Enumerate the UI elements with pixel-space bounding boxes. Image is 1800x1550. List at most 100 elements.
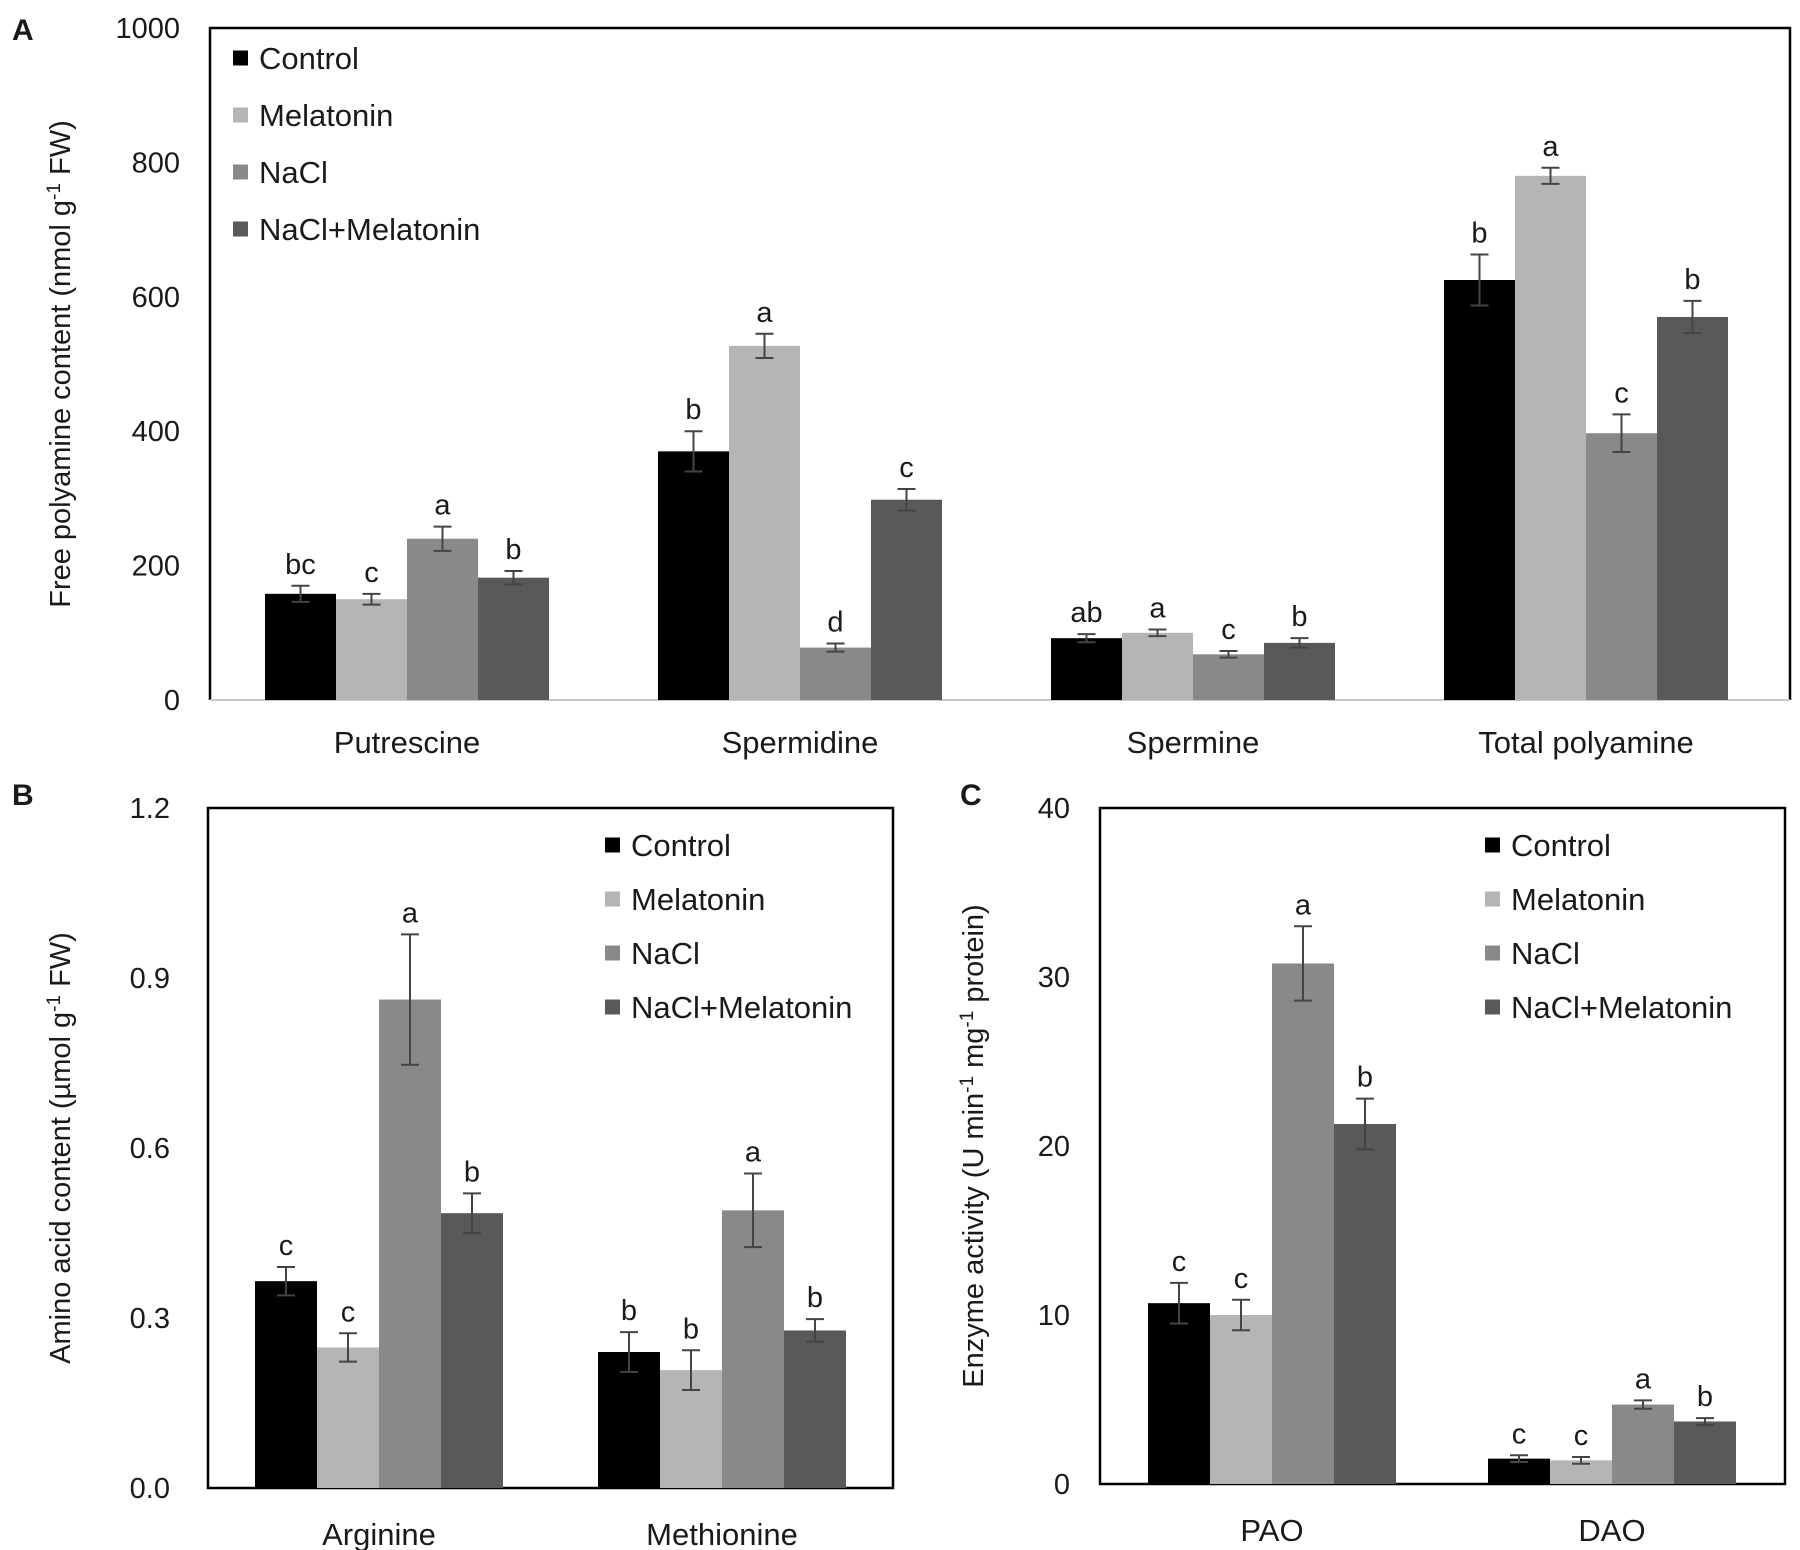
y-tick-label: 0.3: [130, 1303, 170, 1335]
significance-label: b: [1471, 217, 1487, 249]
bar-nacl-melatonin: [1264, 642, 1335, 700]
legend-label: NaCl: [631, 936, 700, 971]
bar-nacl: [722, 1210, 784, 1488]
legend-label: Control: [1511, 828, 1611, 863]
significance-label: b: [1684, 264, 1700, 296]
significance-label: c: [1614, 377, 1629, 409]
panel-letter: B: [12, 779, 34, 812]
significance-label: b: [807, 1282, 823, 1314]
significance-label: c: [1221, 614, 1236, 646]
bar-nacl-melatonin: [441, 1213, 503, 1488]
legend-label: NaCl+Melatonin: [1511, 990, 1732, 1025]
bar-melatonin: [1210, 1315, 1272, 1484]
bar-melatonin: [1515, 175, 1586, 701]
significance-label: a: [745, 1137, 762, 1169]
bar-nacl: [1193, 654, 1264, 700]
legend-swatch: [233, 107, 248, 123]
y-axis-label: Free polyamine content (nmol g-1 FW): [44, 120, 78, 608]
legend-label: NaCl: [259, 155, 328, 190]
y-tick-label: 0: [1054, 1469, 1070, 1501]
bar-nacl-melatonin: [478, 577, 549, 700]
bar-melatonin: [1550, 1460, 1612, 1484]
bar-control: [265, 593, 336, 700]
panel-b: B 0.0 0.3 0.6 0.9 1.2 Amino acid content (µmol…: [12, 779, 895, 1550]
legend: Control Melatonin NaCl NaCl+Melatonin: [233, 41, 480, 247]
significance-label: c: [1512, 1418, 1527, 1450]
legend: Control Melatonin NaCl NaCl+Melatonin: [1485, 828, 1732, 1025]
significance-label: b: [505, 534, 521, 566]
significance-label: a: [1542, 131, 1559, 163]
legend-label: Melatonin: [631, 882, 765, 917]
legend-swatch: [1485, 837, 1500, 853]
bar-control: [658, 451, 729, 700]
category-label: Putrescine: [334, 725, 480, 760]
category-label: Methionine: [646, 1517, 798, 1550]
significance-label: a: [1149, 592, 1166, 624]
legend-swatch: [233, 50, 248, 66]
legend-swatch: [605, 837, 620, 853]
significance-label: b: [621, 1295, 637, 1327]
category-label: Spermine: [1127, 725, 1260, 760]
bar-control: [1148, 1303, 1210, 1484]
significance-label: d: [827, 607, 843, 639]
significance-label: a: [434, 490, 451, 522]
significance-label: c: [899, 452, 914, 484]
legend-label: NaCl: [1511, 936, 1580, 971]
category-label: PAO: [1240, 1513, 1303, 1548]
category-label: Total polyamine: [1478, 725, 1693, 760]
bar-nacl: [1612, 1404, 1674, 1484]
y-tick-label: 800: [132, 147, 180, 179]
y-tick-label: 40: [1038, 793, 1070, 825]
y-tick-label: 600: [132, 282, 180, 314]
bar-control: [255, 1281, 317, 1488]
legend-label: Melatonin: [1511, 882, 1645, 917]
significance-label: c: [1172, 1246, 1187, 1278]
legend-label: Control: [631, 828, 731, 863]
y-tick-label: 1000: [115, 13, 180, 45]
legend-swatch: [605, 945, 620, 961]
panel-letter: A: [12, 14, 34, 47]
category-label: DAO: [1578, 1513, 1645, 1548]
bar-nacl-melatonin: [1657, 316, 1728, 700]
legend-swatch: [233, 164, 248, 180]
significance-label: b: [1697, 1381, 1713, 1413]
significance-label: b: [1291, 601, 1307, 633]
plot-frame: [208, 26, 1792, 700]
significance-label: c: [364, 557, 379, 589]
legend-label: NaCl+Melatonin: [259, 212, 480, 247]
significance-label: c: [341, 1296, 356, 1328]
plot-frame: [206, 806, 895, 1490]
significance-label: b: [683, 1313, 699, 1345]
significance-label: bc: [285, 549, 316, 581]
bar-nacl-melatonin: [784, 1330, 846, 1488]
significance-label: a: [1635, 1363, 1652, 1395]
bar-nacl: [800, 647, 871, 700]
legend-swatch: [1485, 999, 1500, 1015]
bar-control: [598, 1352, 660, 1488]
y-tick-label: 0.0: [130, 1473, 170, 1505]
legend-swatch: [233, 221, 248, 237]
significance-label: c: [279, 1230, 294, 1262]
y-tick-label: 0.6: [130, 1133, 170, 1165]
bar-nacl-melatonin: [871, 499, 942, 700]
legend-swatch: [1485, 891, 1500, 907]
y-tick-label: 20: [1038, 1131, 1070, 1163]
bar-nacl-melatonin: [1674, 1421, 1736, 1484]
y-tick-label: 0: [164, 685, 180, 717]
panel-letter: C: [960, 779, 982, 812]
significance-label: a: [402, 897, 419, 929]
significance-label: a: [756, 297, 773, 329]
y-tick-label: 200: [132, 551, 180, 583]
significance-label: c: [1574, 1420, 1589, 1452]
significance-label: b: [464, 1156, 480, 1188]
category-label: Arginine: [322, 1517, 436, 1550]
bar-nacl: [1272, 963, 1334, 1484]
significance-label: b: [685, 394, 701, 426]
bar-nacl-melatonin: [1334, 1124, 1396, 1484]
y-tick-label: 0.9: [130, 963, 170, 995]
bar-melatonin: [336, 599, 407, 700]
significance-label: ab: [1070, 597, 1102, 629]
bar-melatonin: [1122, 632, 1193, 700]
bar-melatonin: [317, 1347, 379, 1488]
significance-label: a: [1295, 889, 1312, 921]
